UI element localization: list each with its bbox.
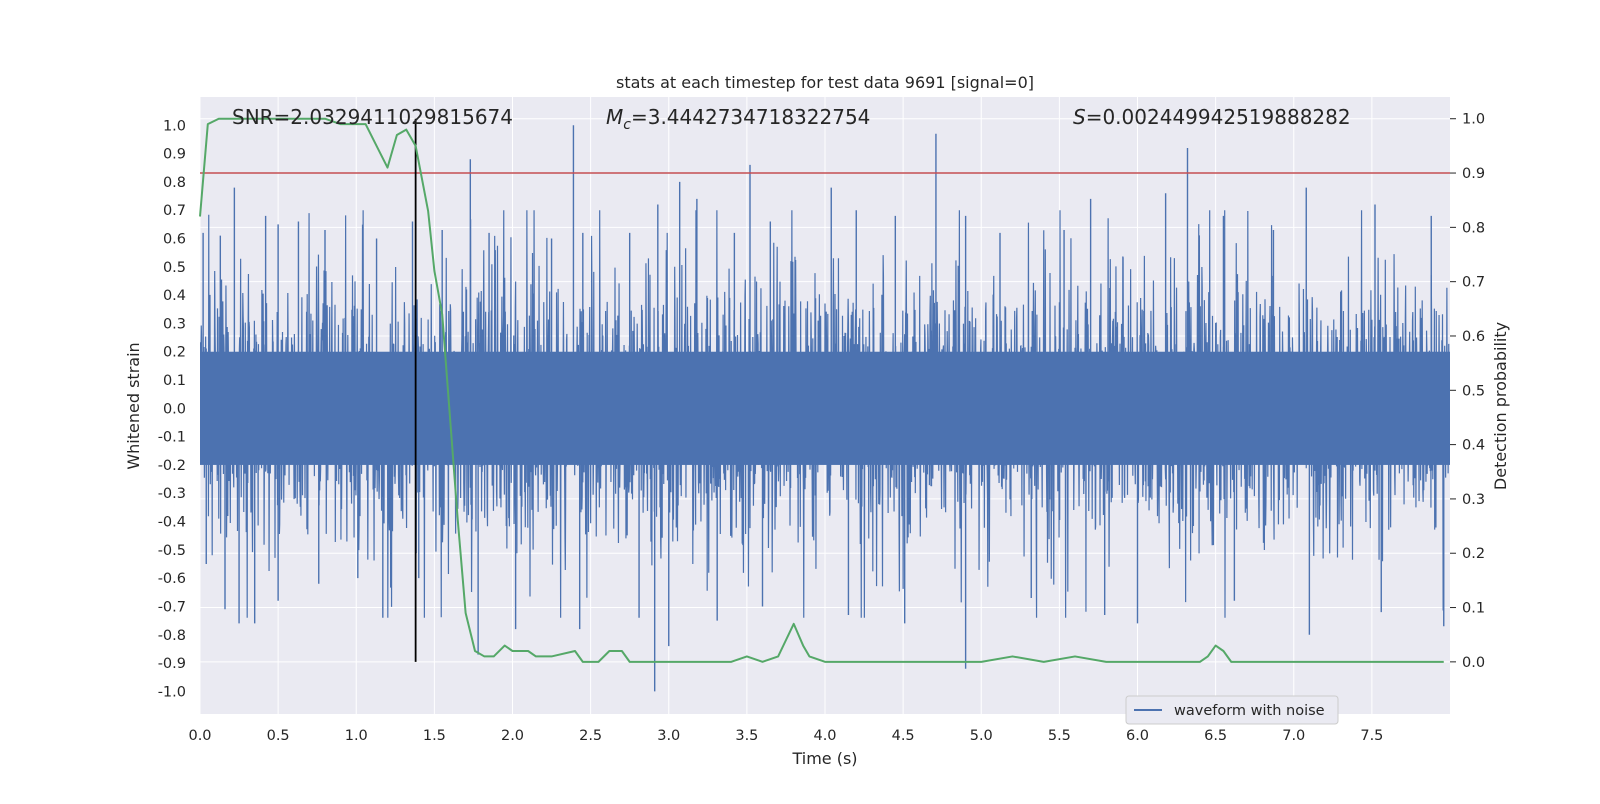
chirp-mass-annotation: Mc=3.4442734718322754 xyxy=(606,105,870,133)
right-tick-label: 0.2 xyxy=(1462,546,1485,562)
x-axis-label: Time (s) xyxy=(791,749,857,768)
right-tick-label: 0.1 xyxy=(1462,601,1485,617)
right-tick-label: 0.4 xyxy=(1462,438,1485,454)
x-tick-label: 1.5 xyxy=(423,728,446,744)
waveform-core xyxy=(200,351,1450,465)
x-tick-label: 4.0 xyxy=(813,728,836,744)
x-tick-label: 2.0 xyxy=(501,728,524,744)
right-axis-label: Detection probability xyxy=(1491,322,1510,490)
x-tick-label: 6.0 xyxy=(1126,728,1149,744)
chirp-mass-value: =3.4442734718322754 xyxy=(631,105,870,129)
x-tick-label: 6.5 xyxy=(1204,728,1227,744)
left-tick-label: 0.4 xyxy=(163,288,186,304)
right-tick-label: 0.8 xyxy=(1462,220,1485,236)
left-tick-label: 0.3 xyxy=(163,316,186,332)
x-tick-label: 0.5 xyxy=(267,728,290,744)
right-tick-label: 1.0 xyxy=(1462,112,1485,128)
left-tick-label: 0.0 xyxy=(163,401,186,417)
left-tick-label: -0.2 xyxy=(158,458,186,474)
legend: waveform with noise xyxy=(1125,695,1339,725)
left-tick-label: 0.5 xyxy=(163,260,186,276)
left-tick-label: 0.8 xyxy=(163,175,186,191)
right-tick-label: 0.0 xyxy=(1462,655,1485,671)
left-tick-label: -0.6 xyxy=(158,571,186,587)
left-axis-ticks: 1.0 0.9 0.8 0.7 0.6 0.5 0.4 0.3 0.2 0.1 0.0 -0.1 -0.… xyxy=(158,118,186,700)
x-tick-label: 1.0 xyxy=(345,728,368,744)
x-tick-label: 4.5 xyxy=(892,728,915,744)
left-tick-label: 0.6 xyxy=(163,232,186,248)
left-tick-label: 1.0 xyxy=(163,118,186,134)
left-tick-label: -0.8 xyxy=(158,628,186,644)
right-tick-label: 0.7 xyxy=(1462,275,1485,291)
s-value: =0.002449942519888282 xyxy=(1086,105,1351,129)
left-tick-label: -0.3 xyxy=(158,486,186,502)
probability-line xyxy=(199,117,1444,663)
left-tick-label: -0.9 xyxy=(158,656,186,672)
right-tick-label: 0.5 xyxy=(1462,383,1485,399)
legend-box xyxy=(1125,695,1339,725)
s-symbol: S xyxy=(1073,105,1086,129)
left-tick-label: -0.5 xyxy=(158,543,186,559)
x-axis-ticks: 0.0 0.5 1.0 1.5 2.0 2.5 3.0 3.5 4.0 4.5 5.0 5.5 6.0 6… xyxy=(188,728,1383,744)
s-annotation: S=0.002449942519888282 xyxy=(1073,105,1351,129)
chirp-mass-subscript: c xyxy=(623,117,631,133)
snr-annotation: SNR=2.0329411029815674 xyxy=(232,105,513,129)
left-tick-label: 0.7 xyxy=(163,203,186,219)
left-tick-label: -0.7 xyxy=(158,599,186,615)
x-tick-label: 5.5 xyxy=(1048,728,1071,744)
left-axis-label: Whitened strain xyxy=(124,342,143,469)
right-tick-label: 0.9 xyxy=(1462,166,1485,182)
overlay-layer xyxy=(199,117,1450,663)
left-tick-label: -0.1 xyxy=(158,430,186,446)
chirp-mass-symbol: M xyxy=(606,105,623,129)
x-tick-label: 5.0 xyxy=(970,728,993,744)
x-tick-label: 3.0 xyxy=(657,728,680,744)
waveform-series xyxy=(200,125,1450,692)
x-tick-label: 2.5 xyxy=(579,728,602,744)
right-axis-ticks: 1.0 0.9 0.8 0.7 0.6 0.5 0.4 0.3 0.2 0.1 0.0 xyxy=(1450,112,1485,671)
legend-label: waveform with noise xyxy=(1174,703,1325,719)
x-tick-label: 0.0 xyxy=(188,728,211,744)
right-tick-label: 0.6 xyxy=(1462,329,1485,345)
left-tick-label: 0.2 xyxy=(163,345,186,361)
x-tick-label: 7.5 xyxy=(1360,728,1383,744)
chart-title: stats at each timestep for test data 969… xyxy=(616,73,1034,92)
right-tick-label: 0.3 xyxy=(1462,492,1485,508)
x-tick-label: 7.0 xyxy=(1282,728,1305,744)
left-tick-label: -0.4 xyxy=(158,515,186,531)
left-tick-label: 0.9 xyxy=(163,147,186,163)
x-tick-label: 3.5 xyxy=(735,728,758,744)
left-tick-label: 0.1 xyxy=(163,373,186,389)
left-tick-label: -1.0 xyxy=(158,684,186,700)
